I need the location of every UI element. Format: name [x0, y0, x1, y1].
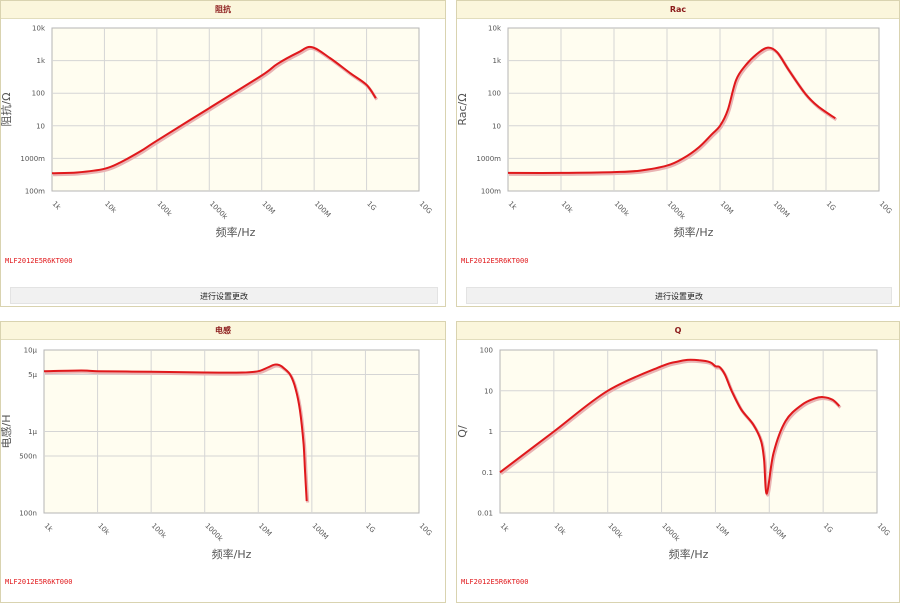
q-factor-chart: 1k 10k 100k 1000k 10M 100M 1G 10G 100 10 1 0.1 0.01 频…: [457, 347, 892, 562]
y-axis-title: Rac/Ω: [457, 93, 469, 125]
x-tick-label: 10M: [714, 522, 730, 538]
y-tick-label: 1μ: [28, 428, 37, 436]
x-tick-label: 10G: [878, 200, 894, 216]
y-tick-label: 10: [484, 387, 493, 395]
y-tick-label: 1000m: [476, 155, 501, 163]
y-tick-label: 100m: [481, 188, 501, 196]
x-tick-label: 1G: [364, 522, 377, 535]
x-tick-label: 1G: [825, 200, 838, 213]
y-tick-label: 10: [36, 122, 45, 130]
x-tick-label: 10k: [103, 200, 118, 215]
panel-title: 阻抗: [1, 1, 445, 19]
part-number-label: MLF2012E5R6KT000: [5, 578, 73, 586]
x-tick-label: 1000k: [208, 200, 230, 222]
y-tick-label: 100: [32, 90, 45, 98]
panel-title: Rac: [457, 1, 899, 19]
x-tick-label: 1k: [499, 522, 511, 534]
rac-chart: 1k 10k 100k 1000k 10M 100M 1G 10G 10k 1k 100 10 1000…: [457, 25, 894, 240]
q-factor-panel: Q 1k 10k 100k 1000k 10M 100M 1G 10G 100 10 1 0.1 0.0…: [456, 321, 900, 603]
x-tick-label: 100M: [310, 522, 329, 541]
y-tick-label: 100: [480, 347, 493, 355]
y-tick-label: 1000m: [20, 155, 45, 163]
y-tick-label: 10: [492, 122, 501, 130]
x-tick-label: 10M: [719, 200, 735, 216]
part-number-label: MLF2012E5R6KT000: [5, 257, 73, 265]
y-axis-title: 电感/H: [1, 415, 13, 449]
y-tick-label: 0.01: [477, 510, 493, 518]
change-settings-button[interactable]: 进行设置更改: [10, 287, 438, 304]
x-tick-label: 1000k: [203, 522, 225, 544]
inductance-chart: 1k 10k 100k 1000k 10M 100M 1G 10G 10μ 5μ 1μ 500n 100…: [1, 347, 434, 562]
x-tick-label: 10M: [260, 200, 276, 216]
x-tick-label: 10k: [552, 522, 567, 537]
y-tick-label: 100n: [19, 510, 37, 518]
x-tick-label: 100k: [155, 200, 174, 219]
x-tick-label: 1k: [51, 200, 63, 212]
part-number-label: MLF2012E5R6KT000: [461, 257, 529, 265]
x-tick-label: 100M: [313, 200, 332, 219]
y-tick-label: 10k: [488, 25, 502, 33]
change-settings-button[interactable]: 进行设置更改: [466, 287, 892, 304]
y-tick-label: 100m: [25, 188, 45, 196]
x-tick-label: 1000k: [660, 522, 682, 544]
x-tick-label: 10k: [560, 200, 575, 215]
x-tick-label: 1G: [822, 522, 835, 535]
impedance-panel: 阻抗 1k 10k 100k 1000k 10M 100M 1G 10G 10k 1k 100 10 1…: [0, 0, 446, 307]
y-tick-label: 0.1: [482, 469, 493, 477]
x-tick-label: 100k: [150, 522, 169, 541]
y-tick-label: 500n: [19, 453, 37, 461]
y-tick-label: 1: [489, 428, 493, 436]
x-tick-label: 1000k: [666, 200, 688, 222]
part-number-label: MLF2012E5R6KT000: [461, 578, 529, 586]
x-axis-title: 频率/Hz: [669, 547, 709, 561]
x-tick-label: 10M: [257, 522, 273, 538]
x-axis-title: 频率/Hz: [212, 547, 252, 561]
y-axis-title: Q/: [457, 425, 469, 438]
series-line: [507, 46, 836, 174]
y-tick-label: 5μ: [28, 371, 37, 379]
series-line: [499, 358, 841, 495]
plot-area: [507, 27, 880, 192]
x-tick-label: 10G: [876, 522, 892, 538]
x-tick-label: 10G: [418, 200, 434, 216]
y-tick-label: 1k: [492, 57, 501, 65]
y-tick-label: 10μ: [24, 347, 38, 355]
x-axis-title: 频率/Hz: [216, 225, 256, 239]
series-line: [43, 363, 308, 502]
y-axis-title: 阻抗/Ω: [1, 92, 13, 126]
x-tick-label: 100M: [768, 522, 787, 541]
x-tick-label: 100M: [772, 200, 791, 219]
x-tick-label: 10G: [418, 522, 434, 538]
x-tick-label: 100k: [606, 522, 625, 541]
x-tick-label: 1k: [43, 522, 55, 534]
panel-title: 电感: [1, 322, 445, 340]
series-line: [51, 45, 377, 175]
y-tick-label: 100: [488, 90, 501, 98]
impedance-chart: 1k 10k 100k 1000k 10M 100M 1G 10G 10k 1k 100 10 1000…: [1, 25, 434, 240]
inductance-panel: 电感 1k 10k 100k 1000k 10M 100M 1G 10G 10μ 5μ 1μ 500n…: [0, 321, 446, 603]
y-tick-label: 10k: [32, 25, 46, 33]
x-tick-label: 1k: [507, 200, 519, 212]
y-tick-label: 1k: [36, 57, 45, 65]
panel-title: Q: [457, 322, 899, 340]
x-tick-label: 100k: [613, 200, 632, 219]
plot-area: [51, 27, 420, 192]
x-axis-title: 频率/Hz: [674, 225, 714, 239]
x-tick-label: 10k: [96, 522, 111, 537]
rac-panel: Rac 1k 10k 100k 1000k 10M 100M 1G 10G 10k 1k 100 10…: [456, 0, 900, 307]
x-tick-label: 1G: [365, 200, 378, 213]
